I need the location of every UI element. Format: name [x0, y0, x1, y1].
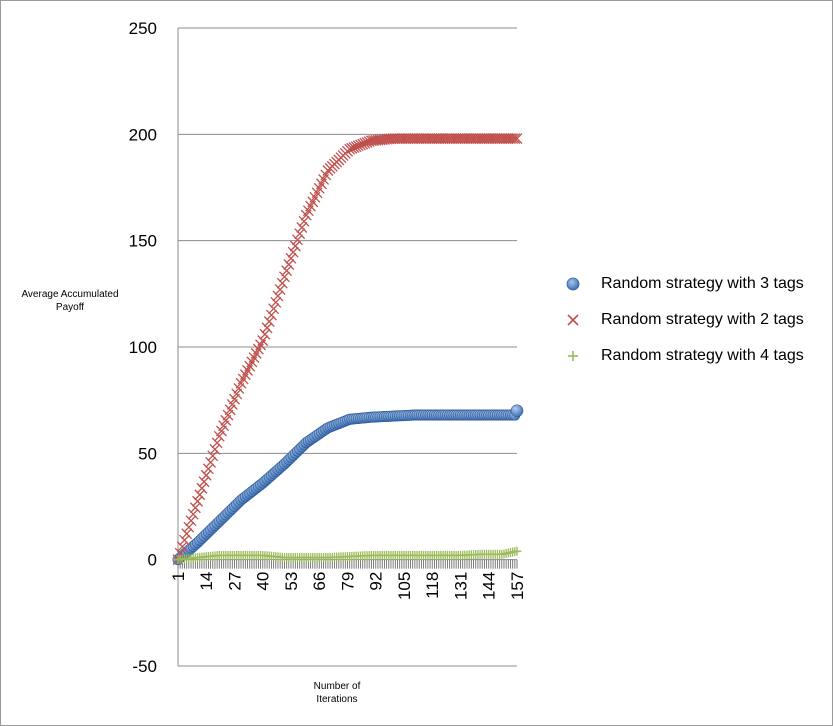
data-point	[294, 228, 306, 240]
data-point	[510, 404, 524, 418]
data-point	[298, 215, 310, 227]
data-point	[185, 515, 197, 527]
data-point	[279, 271, 290, 283]
data-point	[265, 309, 277, 321]
data-point	[274, 284, 286, 296]
data-point	[181, 528, 193, 540]
data-point	[509, 133, 521, 145]
y-tick-label: 100	[129, 338, 157, 357]
data-point	[257, 335, 269, 347]
y-tick-label: 250	[129, 19, 157, 38]
data-point	[281, 265, 293, 277]
data-point	[276, 277, 288, 289]
data-point	[207, 450, 219, 462]
y-tick-label: 150	[129, 232, 157, 251]
x-tick-labels: 1 14 27 40 53 66 79 92 105 118 131 144 157	[169, 572, 527, 600]
data-point	[287, 246, 299, 258]
x-tick-label: 53	[282, 572, 301, 591]
y-tick-label: 200	[129, 125, 157, 144]
x-tick-label: 131	[452, 572, 471, 600]
data-point	[512, 546, 522, 556]
data-point	[296, 222, 308, 233]
x-tick-label: 157	[508, 572, 527, 600]
y-axis-title-line-2: Payoff	[56, 302, 84, 313]
data-point	[363, 136, 375, 148]
legend-label-2-tags: Random strategy with 2 tags	[601, 311, 804, 328]
data-point	[283, 259, 295, 270]
x-axis-title-line-2: Iterations	[316, 694, 357, 705]
x-marker-icon	[567, 314, 579, 326]
x-tick-label: 118	[423, 572, 442, 599]
data-point	[261, 322, 273, 334]
x-tick-label: 105	[395, 572, 414, 600]
data-point	[196, 482, 208, 494]
data-point	[187, 508, 199, 520]
y-tick-label: -50	[132, 657, 157, 676]
data-point	[259, 328, 271, 340]
y-axis-title-line-1: Average Accumulated	[21, 289, 118, 300]
data-point	[192, 495, 204, 507]
data-point	[179, 534, 190, 546]
x-tick-label: 144	[480, 572, 499, 600]
data-point	[198, 476, 210, 488]
legend-item-4-tags: Random strategy with 4 tags	[565, 344, 825, 367]
data-point	[209, 443, 221, 455]
x-tick-label: 40	[254, 572, 273, 591]
data-point	[176, 541, 188, 553]
data-point	[211, 437, 223, 449]
series-3	[173, 546, 522, 565]
series-2	[172, 133, 523, 566]
y-tick-label: 50	[138, 444, 157, 463]
data-point	[205, 456, 217, 468]
series	[172, 133, 524, 566]
data-point	[511, 133, 523, 145]
series-1	[172, 404, 524, 566]
circle-marker-icon	[566, 277, 580, 291]
data-point	[189, 502, 201, 514]
x-tick-label: 27	[226, 572, 245, 591]
y-tick-label: 0	[148, 551, 157, 570]
data-point	[292, 234, 303, 246]
x-axis-title-line-1: Number of	[314, 681, 361, 692]
data-point	[289, 240, 301, 252]
data-point	[200, 469, 212, 481]
data-point	[507, 133, 519, 145]
legend: Random strategy with 3 tags Random strat…	[565, 272, 825, 380]
data-point	[174, 547, 186, 559]
x-tick-label: 14	[197, 572, 216, 591]
y-tick-labels: -50 0 50 100 150 200 250	[129, 19, 157, 676]
data-point	[263, 316, 275, 327]
legend-item-3-tags: Random strategy with 3 tags	[565, 272, 825, 295]
data-point	[202, 463, 214, 475]
x-tick-label: 92	[367, 572, 386, 591]
x-tick-label: 66	[310, 572, 329, 591]
data-point	[183, 521, 195, 533]
legend-label-3-tags: Random strategy with 3 tags	[601, 275, 804, 292]
data-point	[270, 296, 282, 308]
legend-label-4-tags: Random strategy with 4 tags	[601, 347, 804, 364]
data-point	[285, 252, 297, 264]
x-tick-label: 79	[339, 572, 358, 591]
grid	[178, 27, 517, 667]
data-point	[272, 290, 284, 302]
data-point	[268, 303, 280, 315]
data-point	[194, 489, 206, 501]
x-tick-label: 1	[169, 572, 188, 581]
legend-item-2-tags: Random strategy with 2 tags	[565, 308, 825, 331]
plus-marker-icon	[568, 351, 578, 361]
